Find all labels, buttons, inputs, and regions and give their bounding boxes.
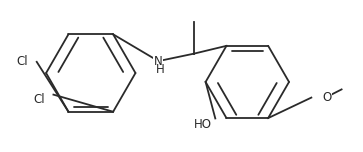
Text: Cl: Cl — [16, 55, 28, 68]
Text: Cl: Cl — [33, 93, 45, 106]
Text: O: O — [322, 91, 331, 104]
Text: N: N — [154, 55, 163, 68]
Text: HO: HO — [194, 118, 212, 131]
Text: H: H — [156, 63, 164, 76]
